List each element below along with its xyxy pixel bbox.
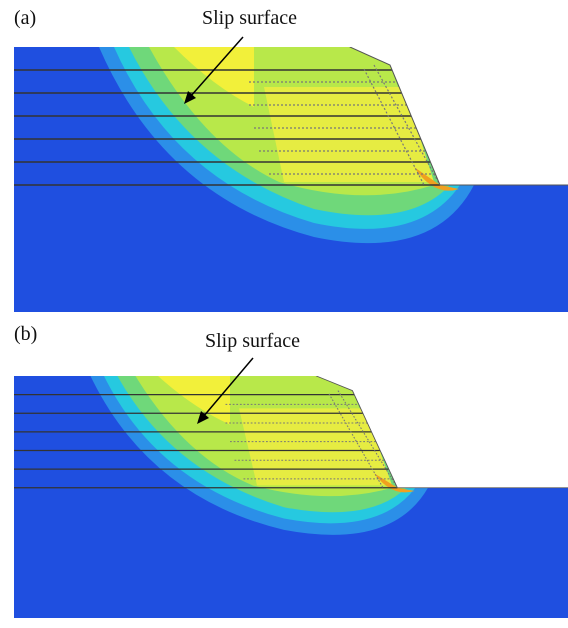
annotation: Slip surface: [202, 7, 297, 29]
arrow: [184, 36, 244, 104]
panel-label: (a): [14, 7, 36, 29]
arrow: [197, 357, 254, 424]
contour-plot-a: [14, 47, 568, 312]
contour-plot-b: [14, 376, 568, 618]
annotation: Slip surface: [205, 330, 300, 352]
panel-label: (b): [14, 323, 37, 345]
